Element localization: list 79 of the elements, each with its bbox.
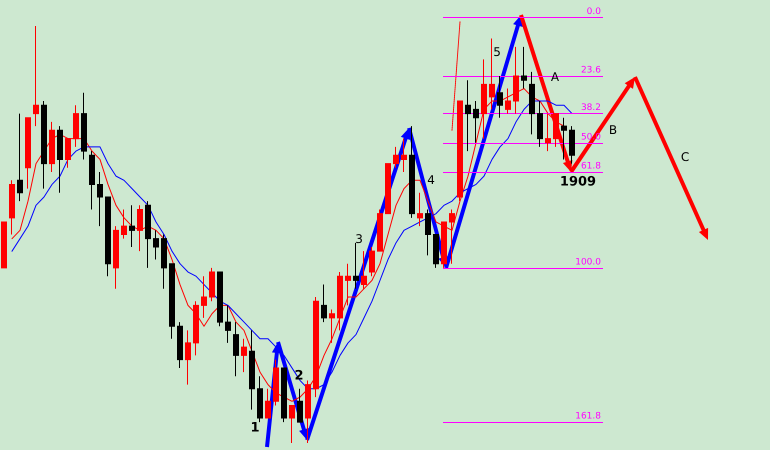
candlestick	[25, 117, 31, 190]
candlestick	[385, 163, 391, 214]
candlestick	[17, 113, 23, 202]
candlestick	[361, 250, 367, 290]
candlestick	[353, 242, 359, 290]
candlestick	[33, 26, 39, 127]
candlestick	[425, 208, 431, 256]
candlestick	[113, 226, 119, 290]
candlestick	[281, 367, 287, 423]
candlestick	[57, 126, 63, 194]
candlestick	[441, 221, 447, 268]
candlestick	[345, 263, 351, 306]
candlestick	[321, 284, 327, 323]
candlestick	[289, 404, 295, 444]
candlestick	[521, 46, 527, 90]
candlestick	[121, 208, 127, 240]
candlestick	[41, 100, 47, 190]
candlestick	[257, 376, 263, 423]
candlestick	[217, 272, 223, 327]
candlestick	[193, 300, 199, 356]
candlestick	[153, 230, 159, 260]
candlestick	[73, 104, 79, 148]
candlestick	[265, 388, 271, 418]
annotation: 4	[427, 173, 435, 187]
candlestick	[553, 113, 559, 148]
annotation: 1	[250, 420, 260, 436]
candlestick	[537, 100, 543, 148]
candlestick	[49, 121, 55, 172]
candlestick	[329, 309, 335, 344]
annotation: 38.2	[580, 103, 601, 114]
candlestick	[529, 71, 535, 135]
candlestick	[177, 322, 183, 368]
candlestick	[297, 388, 303, 423]
candlestick	[145, 200, 151, 268]
annotation: 61.8	[580, 161, 602, 172]
candlestick	[569, 126, 575, 164]
candlestick	[97, 171, 103, 227]
candlestick	[457, 100, 463, 202]
candlestick	[473, 100, 479, 144]
candlestick	[393, 146, 399, 168]
candlestick	[1, 221, 7, 268]
text: B	[608, 123, 618, 137]
candlestick	[9, 180, 15, 235]
candlestick	[433, 234, 439, 268]
annotation: 100.0	[575, 257, 602, 268]
candlestick	[137, 204, 143, 252]
candlestick	[369, 246, 375, 277]
candlestick	[129, 204, 135, 248]
candlestick	[417, 192, 423, 227]
candlestick	[169, 263, 175, 340]
text: C	[680, 150, 690, 164]
candlestick	[377, 208, 383, 252]
annotation: 3	[355, 232, 363, 246]
candlestick	[201, 276, 207, 318]
candlestick	[497, 76, 503, 118]
candlestick	[185, 330, 191, 386]
candlestick	[449, 208, 455, 264]
candlestick	[465, 80, 471, 152]
candlestick	[81, 92, 87, 160]
annotation: 23.6	[580, 66, 602, 76]
annotation: 0.0	[586, 7, 602, 18]
candlestick	[161, 234, 167, 290]
candlestick	[65, 138, 71, 168]
candlestick	[561, 117, 567, 160]
candlestick	[545, 113, 551, 152]
candlestick	[409, 126, 415, 218]
candlestick	[313, 296, 319, 398]
candlestick	[225, 304, 231, 344]
candlestick	[337, 272, 343, 331]
annotation: 1909	[560, 174, 596, 190]
candlestick	[233, 322, 239, 377]
annotation: 161.8	[575, 412, 602, 422]
candlestick	[89, 150, 95, 210]
candlestick	[209, 267, 215, 302]
candlestick	[401, 138, 407, 172]
candlestick	[249, 330, 255, 410]
candlestick	[105, 196, 111, 277]
annotation: 5	[493, 45, 501, 59]
candlestick	[241, 338, 247, 373]
